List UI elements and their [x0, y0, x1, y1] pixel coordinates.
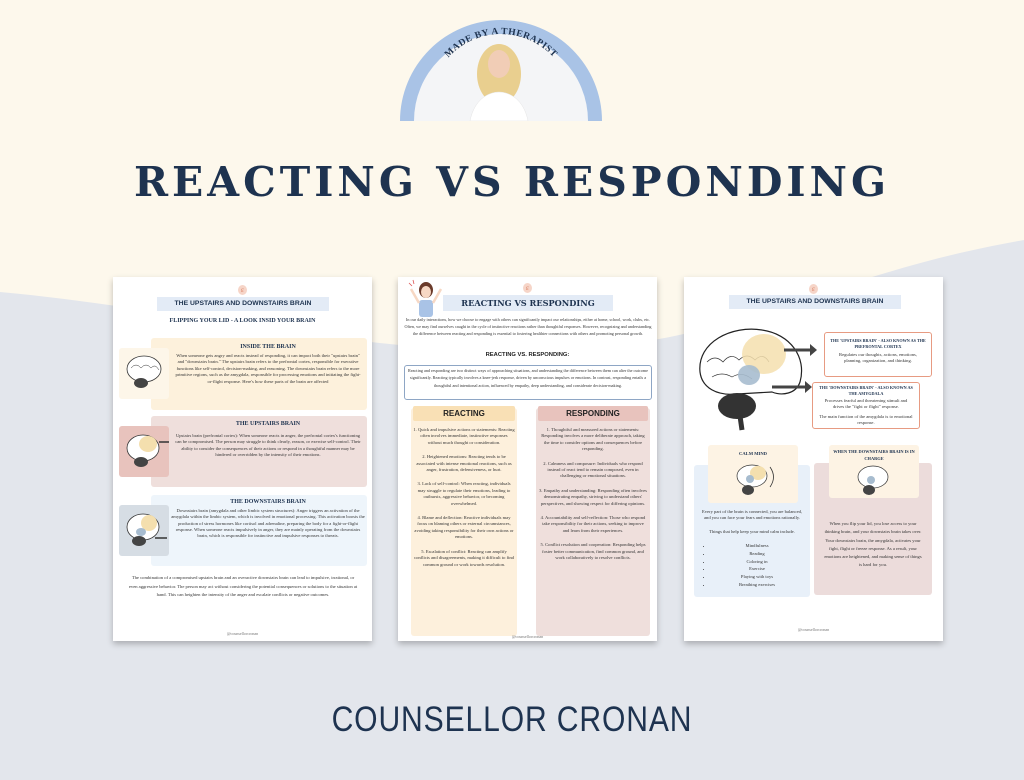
reacting-item: 3. Lack of self-control: When reacting, … — [417, 481, 511, 506]
charge-text: When you flip your lid, you lose access … — [824, 521, 922, 568]
responding-item: 3. Empathy and understanding: Responding… — [539, 487, 647, 506]
section-text: Upstairs brain (prefrontal cortex): When… — [175, 433, 361, 458]
responding-item: 4. Accountability and self-reflection: T… — [540, 515, 646, 533]
worksheet-page-brain-diagram[interactable]: ε THE UPSTAIRS AND DOWNSTAIRS BRAIN THE … — [684, 277, 943, 641]
card-heading: CALM MIND — [739, 451, 767, 456]
responding-item: 2. Calmness and composure: Individuals w… — [543, 460, 643, 479]
section-text: Downstairs brain (amygdala and other lim… — [171, 508, 365, 539]
brand-name: COUNSELLOR CRONAN — [331, 700, 693, 739]
worksheet-title: REACTING VS RESPONDING — [443, 295, 613, 311]
reacting-heading: REACTING — [413, 406, 515, 421]
summary-box — [404, 365, 652, 400]
inside-brain-section — [151, 338, 367, 410]
responding-column — [536, 408, 650, 636]
worksheet-subtitle: FLIPPING YOUR LID - A LOOK INSID YOUR BR… — [169, 318, 316, 324]
brain-image — [119, 348, 169, 399]
responding-list: 1. Thoughtful and measured actions or st… — [539, 427, 647, 562]
closing-text: The combination of a compromised upstair… — [128, 575, 358, 597]
downstairs-brain-section — [151, 495, 367, 566]
therapist-badge: MADE BY A THERAPIST — [398, 0, 604, 121]
callout-heading: THE 'DOWNSTAIRS BRAIN' - ALSO KNOWN AS T… — [819, 385, 913, 396]
downstairs-in-charge-card: WHEN THE DOWNSTAIRS BRAIN IS IN CHARGE — [829, 445, 919, 498]
card-heading: WHEN THE DOWNSTAIRS BRAIN IS IN CHARGE — [833, 449, 915, 461]
responding-item: 1. Thoughtful and measured actions or st… — [541, 427, 645, 452]
callout-text: The main function of the amygdala is to … — [819, 414, 913, 425]
section-heading: THE UPSTAIRS BRAIN — [235, 421, 301, 427]
callout-text: Processes fearful and threatening stimul… — [824, 398, 908, 409]
upstairs-brain-section — [151, 416, 367, 487]
section-text: When someone gets angry and reacts inste… — [175, 353, 361, 384]
calm-text: Things that help keep your mind calm inc… — [709, 529, 795, 534]
upstairs-brain-callout: THE 'UPSTAIRS BRAIN' - ALSO KNOWN AS THE… — [824, 332, 932, 377]
summary-text: Reacting and responding are two distinct… — [408, 368, 648, 388]
brain-downstairs-image — [119, 505, 169, 556]
reacting-list: 1. Quick and impulsive actions or statem… — [413, 427, 515, 568]
calm-list-item: Exercise — [712, 565, 802, 573]
reacting-column — [411, 408, 517, 636]
calm-list-item: Breathing exercises — [712, 581, 802, 589]
logo-icon: ε — [238, 285, 247, 295]
calm-list: Mindfulness Reading Coloring in Exercise… — [712, 542, 802, 589]
reacting-item: 4. Blame and deflection: Reactive indivi… — [414, 515, 514, 540]
responding-heading: RESPONDING — [538, 406, 648, 421]
reactive-brain-icon — [857, 465, 889, 495]
calm-list-item: Playing with toys — [712, 573, 802, 581]
calm-mind-card: CALM MIND — [708, 445, 798, 503]
calm-list-item: Reading — [712, 550, 802, 558]
section-heading: THE DOWNSTAIRS BRAIN — [230, 499, 306, 505]
logo-icon: ε — [523, 283, 532, 293]
section-heading: INSIDE THE BRAIN — [240, 344, 296, 350]
worksheet-title: THE UPSTAIRS AND DOWNSTAIRS BRAIN — [729, 295, 901, 309]
subheading: REACTING VS. RESPONDING: — [485, 352, 570, 358]
reacting-item: 2. Heightened emotions: Reacting tends t… — [416, 454, 512, 473]
worksheet-page-upstairs-downstairs[interactable]: ε THE UPSTAIRS AND DOWNSTAIRS BRAIN FLIP… — [113, 277, 372, 641]
stressed-woman-illustration — [408, 279, 444, 322]
worksheet-title: THE UPSTAIRS AND DOWNSTAIRS BRAIN — [157, 297, 329, 311]
logo-icon: ε — [809, 284, 818, 294]
social-handle: @counsellorcronan — [511, 634, 544, 639]
calm-brain-icon — [736, 464, 774, 495]
worksheet-page-reacting-vs-responding[interactable]: ε REACTING VS RESPONDING In our daily in… — [398, 277, 657, 641]
social-handle: @counsellorcronan — [226, 631, 259, 636]
calm-list-item: Mindfulness — [712, 542, 802, 550]
calm-list-item: Coloring in — [712, 558, 802, 566]
reacting-item: 5. Escalation of conflict: Reacting can … — [414, 548, 514, 567]
callout-text: Regulates our thoughts, actions, emotion… — [839, 352, 917, 364]
responding-item: 5. Conflict resolution and cooperation: … — [540, 542, 646, 561]
intro-text: In our daily interactions, how we choose… — [404, 317, 652, 336]
downstairs-brain-callout: THE 'DOWNSTAIRS BRAIN' - ALSO KNOWN AS T… — [812, 382, 920, 429]
social-handle: @counsellorcronan — [797, 627, 830, 632]
brain-upstairs-image — [119, 426, 169, 477]
page-title: REACTING VS RESPONDING — [133, 158, 891, 206]
reacting-item: 1. Quick and impulsive actions or statem… — [413, 427, 515, 445]
calm-text: Every part of the brain is connected, yo… — [701, 509, 803, 521]
brain-diagram — [692, 322, 817, 437]
callout-heading: THE 'UPSTAIRS BRAIN' - ALSO KNOWN AS THE… — [830, 338, 926, 349]
